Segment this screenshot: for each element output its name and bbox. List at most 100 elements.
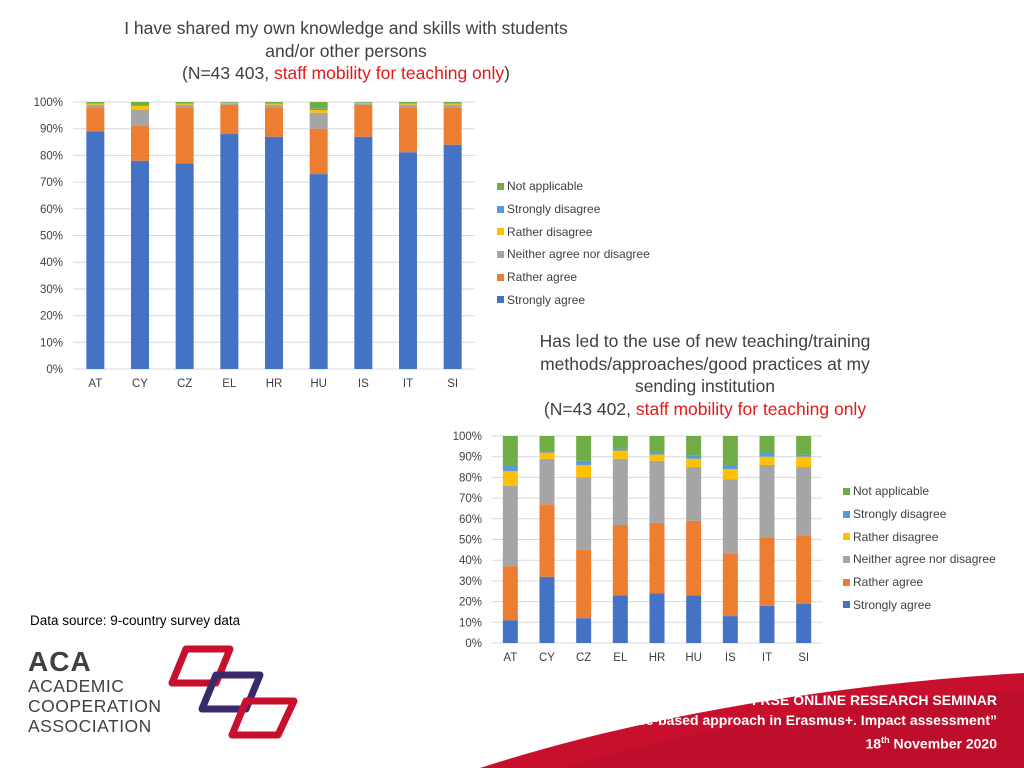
chart2-plot: 0% 10% 20% 30% 40% 50% 60% 70% 80% 90% 100% AT CY CZ E… (453, 431, 822, 664)
chart2-bar-cy-strongly-agree (539, 576, 555, 643)
chart2-legend-label: Rather agree (853, 575, 924, 590)
chart1-legend-item-not-applicable: Not applicable (497, 175, 650, 198)
chart1-bar-hr-strongly-agree (265, 136, 283, 369)
chart2-legend: Not applicable Strongly disagree Rather di… (843, 480, 996, 616)
chart2-bar-at-strongly-disagree (502, 464, 518, 472)
aca-logo: ACA ACADEMIC COOPERATION ASSOCIATION (28, 648, 162, 737)
chart1-bar-hu-strongly-disagree (309, 108, 328, 111)
chart2-title-line1: Has led to the use of new teaching/train… (539, 331, 871, 351)
chart2-bar-cz-rather-agree (576, 549, 592, 619)
chart1-ytick-label: 60% (40, 204, 63, 216)
chart1-legend-swatch (497, 228, 504, 236)
chart2-bar-cy-rather-disagree (539, 452, 555, 459)
chart2-bar-at-strongly-agree (502, 620, 518, 643)
chart1-legend-label: Not applicable (507, 179, 584, 194)
aca-logo-mark-icon (168, 645, 298, 739)
chart2-bar-si-strongly-agree (796, 603, 812, 643)
footer-text: FRSE ONLINE RESEARCH SEMINAR “Evidence-b… (585, 690, 997, 754)
aca-logo-line1: ACADEMIC (28, 676, 125, 696)
chart1-bar-cy-not-applicable (131, 102, 149, 106)
chart2-bar-hu-strongly-agree (686, 595, 702, 643)
chart2-legend-label: Strongly disagree (853, 507, 947, 522)
chart2-bar-cz-rather-disagree (576, 464, 592, 478)
chart2-xtick-label: SI (798, 652, 809, 664)
chart2-bar-cz-neither-agree-nor-disagree (576, 477, 592, 550)
chart2-legend-item-neither-agree-nor-disagree: Neither agree nor disagree (843, 548, 996, 571)
chart2-bar-it-not-applicable (759, 436, 775, 453)
footer-subtitle: “Evidence-based approach in Erasmus+. Im… (584, 712, 997, 728)
chart1-bar-cz-rather-disagree (175, 103, 194, 105)
chart1-bar-it-neither-agree-nor-disagree (399, 104, 417, 108)
chart1-legend-label: Strongly agree (507, 292, 586, 307)
chart2-bar-hu-not-applicable (686, 436, 702, 456)
chart2-bar-hr-not-applicable (649, 436, 665, 453)
chart1-bar-cz-not-applicable (175, 102, 194, 104)
chart2-bar-at-neither-agree-nor-disagree (502, 485, 518, 567)
chart2-legend-swatch (843, 578, 850, 586)
chart2-bar-at-not-applicable (502, 436, 518, 465)
chart2-legend-label: Strongly agree (853, 597, 932, 612)
chart2-bar-cz-strongly-disagree (576, 460, 592, 465)
chart2-bar-it-rather-agree (759, 537, 775, 606)
chart1-legend-item-rather-agree: Rather agree (497, 266, 650, 289)
chart1-bar-it-rather-agree (399, 107, 417, 153)
chart1-bar-it-strongly-disagree (399, 103, 417, 104)
chart1-xtick-label: IS (358, 378, 369, 390)
chart1-bar-el-rather-agree (220, 104, 239, 135)
chart2-ytick-label: 50% (459, 535, 482, 547)
chart1-bar-cy-rather-disagree (131, 106, 149, 111)
chart2-xtick-label: EL (613, 652, 628, 664)
chart1-bar-cy-strongly-disagree (131, 105, 149, 107)
chart1-xtick-label: HR (266, 378, 283, 390)
footer-date: 18th November 2020 (865, 735, 997, 752)
chart2-legend-label: Not applicable (853, 484, 930, 499)
chart1-bar-at-neither-agree-nor-disagree (86, 104, 105, 108)
chart1-bar-cz-rather-agree (175, 107, 194, 164)
chart1-bar-at-rather-disagree (86, 103, 105, 105)
chart2-legend-item-not-applicable: Not applicable (843, 480, 996, 503)
chart1-ytick-label: 100% (34, 97, 63, 109)
chart1-bar-el-neither-agree-nor-disagree (220, 103, 239, 105)
chart1-legend-swatch (497, 273, 504, 281)
chart1-legend-label: Rather disagree (507, 224, 593, 239)
chart2-bar-el-rather-disagree (612, 450, 628, 459)
chart2-bar-el-strongly-agree (612, 595, 628, 643)
chart2-bar-cy-rather-agree (539, 504, 555, 577)
chart1-bar-cy-neither-agree-nor-disagree (131, 110, 149, 127)
chart2-bar-is-strongly-agree (722, 616, 738, 643)
chart1-bar-hu-not-applicable (309, 102, 328, 109)
chart1-bar-it-strongly-agree (399, 152, 417, 369)
chart1-bar-el-rather-disagree (220, 102, 239, 104)
chart1-bar-cz-neither-agree-nor-disagree (175, 104, 194, 108)
chart2-bar-si-neither-agree-nor-disagree (796, 467, 812, 536)
chart1-legend-label: Rather agree (507, 270, 578, 285)
aca-logo-line3: ASSOCIATION (28, 716, 152, 736)
chart2-xtick-label: CZ (576, 652, 591, 664)
chart1-bar-at-strongly-agree (86, 131, 105, 369)
chart1-ytick-label: 80% (40, 150, 63, 162)
chart2-title: Has led to the use of new teaching/train… (480, 330, 930, 420)
chart1-ytick-label: 20% (40, 311, 63, 323)
chart1-legend-swatch (497, 250, 504, 258)
chart2-legend-item-rather-disagree: Rather disagree (843, 525, 996, 548)
chart1-xtick-label: HU (310, 378, 327, 390)
chart2-bar-el-neither-agree-nor-disagree (612, 458, 628, 526)
chart2-legend-swatch (843, 533, 850, 541)
chart1-bar-cz-strongly-disagree (175, 103, 194, 104)
chart1-bar-si-not-applicable (443, 102, 462, 104)
chart2-bar-hu-neither-agree-nor-disagree (686, 467, 702, 521)
chart1-xtick-label: AT (88, 378, 102, 390)
chart2-legend-label: Neither agree nor disagree (853, 552, 996, 567)
chart1-legend-item-strongly-disagree: Strongly disagree (497, 198, 650, 221)
chart2-bar-it-rather-disagree (759, 456, 775, 465)
chart1-ytick-label: 0% (46, 364, 63, 376)
chart2-legend-swatch (843, 555, 850, 563)
chart1-legend-swatch (497, 182, 504, 190)
chart1-bar-hr-neither-agree-nor-disagree (265, 104, 283, 108)
chart2-bar-is-neither-agree-nor-disagree (722, 479, 738, 554)
chart1-ytick-label: 50% (40, 231, 63, 243)
chart2-ytick-label: 30% (459, 576, 482, 588)
chart2-xtick-label: HU (685, 652, 702, 664)
chart2-bar-hr-strongly-disagree (649, 452, 665, 455)
chart2-ytick-label: 40% (459, 555, 482, 567)
